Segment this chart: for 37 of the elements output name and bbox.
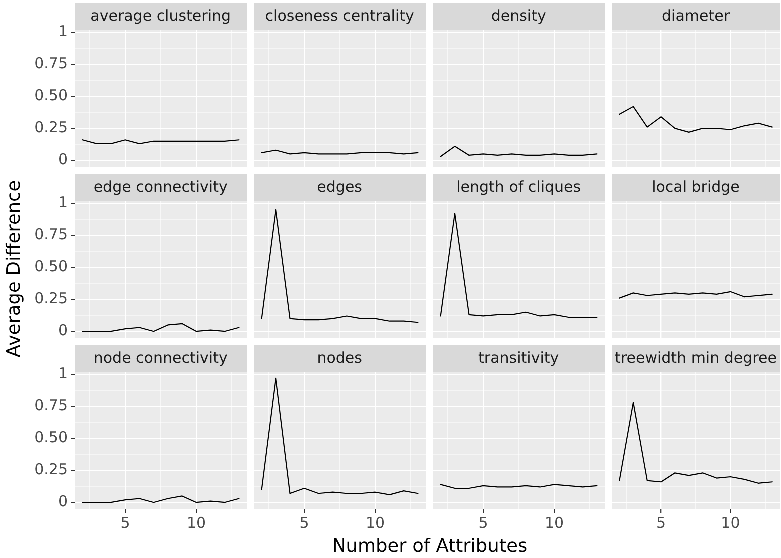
x-tick-label: 5 <box>656 514 666 532</box>
y-tick-label: 0.25 <box>34 289 68 308</box>
chart-title: length of cliques <box>433 174 605 201</box>
y-tick-label: 1 <box>58 22 68 40</box>
chart-title: closeness centrality <box>254 3 426 30</box>
y-tick-label: 0.50 <box>34 428 68 446</box>
y-tick-label: 0.75 <box>34 54 68 72</box>
x-tick-label: 5 <box>300 514 310 532</box>
y-tick-label: 0.75 <box>34 225 68 244</box>
chart-title: node connectivity <box>75 345 247 372</box>
x-tick-label: 5 <box>120 514 130 532</box>
x-axis-title: Number of Attributes <box>332 536 528 558</box>
y-tick-label: 0 <box>58 492 68 510</box>
y-tick-label: 1 <box>58 364 68 382</box>
y-axis-title: Average Difference <box>4 180 26 358</box>
chart-title: diameter <box>612 3 780 30</box>
y-tick-label: 0.50 <box>34 257 68 276</box>
x-tick-label: 10 <box>186 514 206 532</box>
y-tick-label: 1 <box>58 193 68 212</box>
x-tick-label: 10 <box>721 514 740 532</box>
chart-title: transitivity <box>433 345 605 372</box>
x-tick-label: 5 <box>478 514 488 532</box>
y-tick-label: 0.75 <box>34 396 68 414</box>
y-tick-label: 0 <box>58 150 68 168</box>
chart-title: treewidth min degree <box>612 345 780 372</box>
chart-title: local bridge <box>612 174 780 201</box>
y-tick-label: 0.25 <box>34 460 68 478</box>
chart-title: edge connectivity <box>75 174 247 201</box>
chart-title: nodes <box>254 345 426 372</box>
x-tick-label: 10 <box>366 514 386 532</box>
chart-title: average clustering <box>75 3 247 30</box>
chart-title: density <box>433 3 605 30</box>
y-tick-label: 0.25 <box>34 118 68 136</box>
chart-title: edges <box>254 174 426 201</box>
x-tick-label: 10 <box>544 514 564 532</box>
y-tick-label: 0 <box>58 321 68 340</box>
y-tick-label: 0.50 <box>34 86 68 104</box>
